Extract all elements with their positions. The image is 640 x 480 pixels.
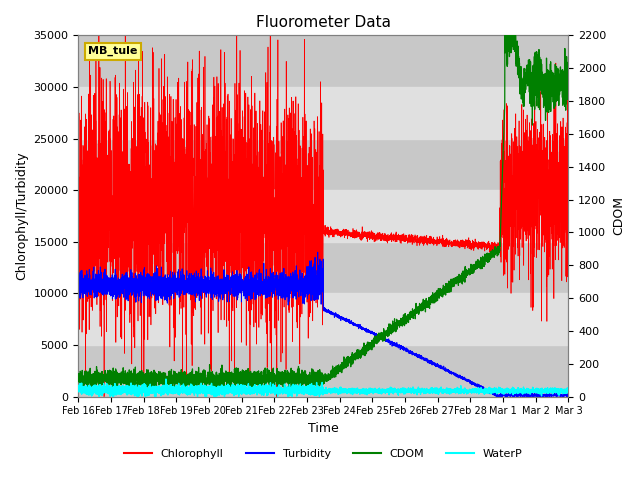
Bar [79,242,568,293]
Bar [79,345,568,396]
X-axis label: Time: Time [308,422,339,435]
Bar [79,139,568,190]
Legend: Chlorophyll, Turbidity, CDOM, WaterP: Chlorophyll, Turbidity, CDOM, WaterP [120,444,527,463]
Bar [79,36,568,87]
Bar [79,293,568,345]
Bar [79,87,568,139]
Y-axis label: CDOM: CDOM [612,196,625,236]
Title: Fluorometer Data: Fluorometer Data [256,15,391,30]
Bar [79,190,568,242]
Y-axis label: Chlorophyll/Turbidity: Chlorophyll/Turbidity [15,152,28,280]
Text: MB_tule: MB_tule [88,46,138,57]
